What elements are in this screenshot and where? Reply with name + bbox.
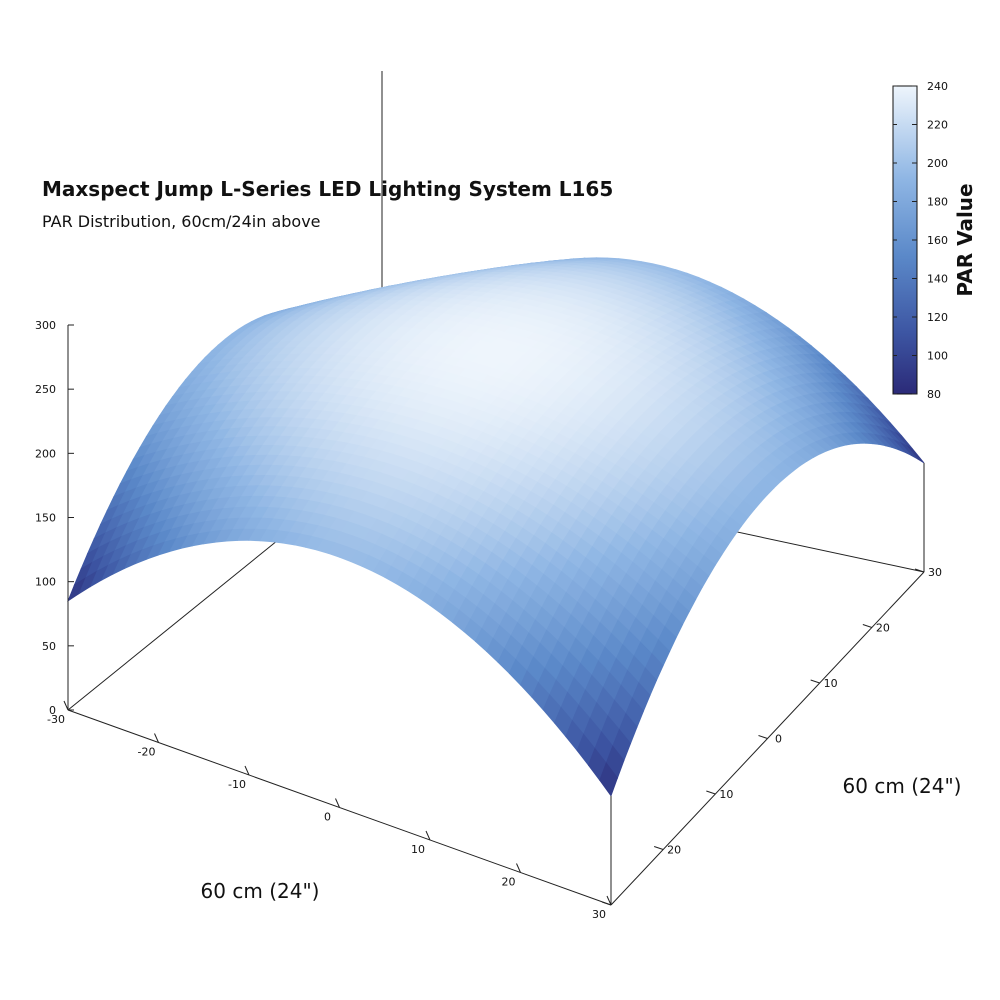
z-tick-label: 200 <box>35 447 56 460</box>
colorbar-tick-label: 240 <box>927 80 948 93</box>
y-tick-mark <box>706 790 716 795</box>
x-tick-mark <box>154 733 159 743</box>
colorbar-ticks: 80 100 120 140 160 180 200 220 240 <box>893 80 948 401</box>
y-tick-mark <box>810 679 820 684</box>
y-tick-label: 30 <box>928 566 942 579</box>
z-tick-label: 100 <box>35 576 56 589</box>
colorbar-tick-label: 160 <box>927 234 948 247</box>
z-tick-label: 0 <box>49 704 56 717</box>
y-tick-label: 0 <box>775 733 782 746</box>
y-tick-mark <box>654 846 664 850</box>
colorbar-tick-label: 220 <box>927 119 948 132</box>
colorbar-tick-label: 120 <box>927 311 948 324</box>
x-tick-label: 0 <box>324 811 331 824</box>
y-tick-label: 10 <box>719 788 733 801</box>
z-tick-label: 50 <box>42 640 56 653</box>
z-tick-label: 150 <box>35 512 56 525</box>
x-axis-label: 60 cm (24") <box>201 879 320 903</box>
x-tick-mark <box>425 830 431 841</box>
colorbar-label: PAR Value <box>953 183 977 296</box>
colorbar-tick-label: 100 <box>927 350 948 363</box>
x-tick-mark <box>63 700 69 711</box>
x-tick-label: -30 <box>47 713 65 726</box>
par-surface <box>67 257 925 797</box>
y-tick-mark <box>914 568 925 573</box>
x-tick-label: 20 <box>502 876 516 889</box>
y-tick-label: 10 <box>824 677 838 690</box>
y-tick-mark <box>601 901 612 906</box>
chart-subtitle: PAR Distribution, 60cm/24in above <box>42 212 321 231</box>
surface-cell <box>599 762 618 797</box>
y-tick-mark <box>758 735 768 739</box>
x-tick-label: -10 <box>228 778 246 791</box>
y-tick-label: 20 <box>876 622 890 635</box>
x-tick-label: 10 <box>411 843 425 856</box>
chart-title: Maxspect Jump L-Series LED Lighting Syst… <box>42 177 613 201</box>
colorbar-tick-label: 180 <box>927 196 948 209</box>
z-tick-label: 300 <box>35 319 56 332</box>
x-tick-mark <box>244 765 250 776</box>
colorbar-tick-label: 80 <box>927 388 941 401</box>
y-axis-label: 60 cm (24") <box>843 774 962 798</box>
colorbar-tick-label: 140 <box>927 273 948 286</box>
x-tick-label: -20 <box>138 746 156 759</box>
x-tick-label: 30 <box>592 908 606 921</box>
y-tick-mark <box>862 624 872 628</box>
x-tick-mark <box>516 863 521 873</box>
colorbar-tick-label: 200 <box>927 157 948 170</box>
colorbar: 80 100 120 140 160 180 200 220 240 PAR Value <box>892 80 977 401</box>
axis-ticks: -30-20-100102030201001020300501001502002… <box>35 319 942 921</box>
y-tick-label: 20 <box>667 844 681 857</box>
z-tick-label: 250 <box>35 383 56 396</box>
x-tick-mark <box>606 895 612 906</box>
x-tick-mark <box>335 798 340 808</box>
